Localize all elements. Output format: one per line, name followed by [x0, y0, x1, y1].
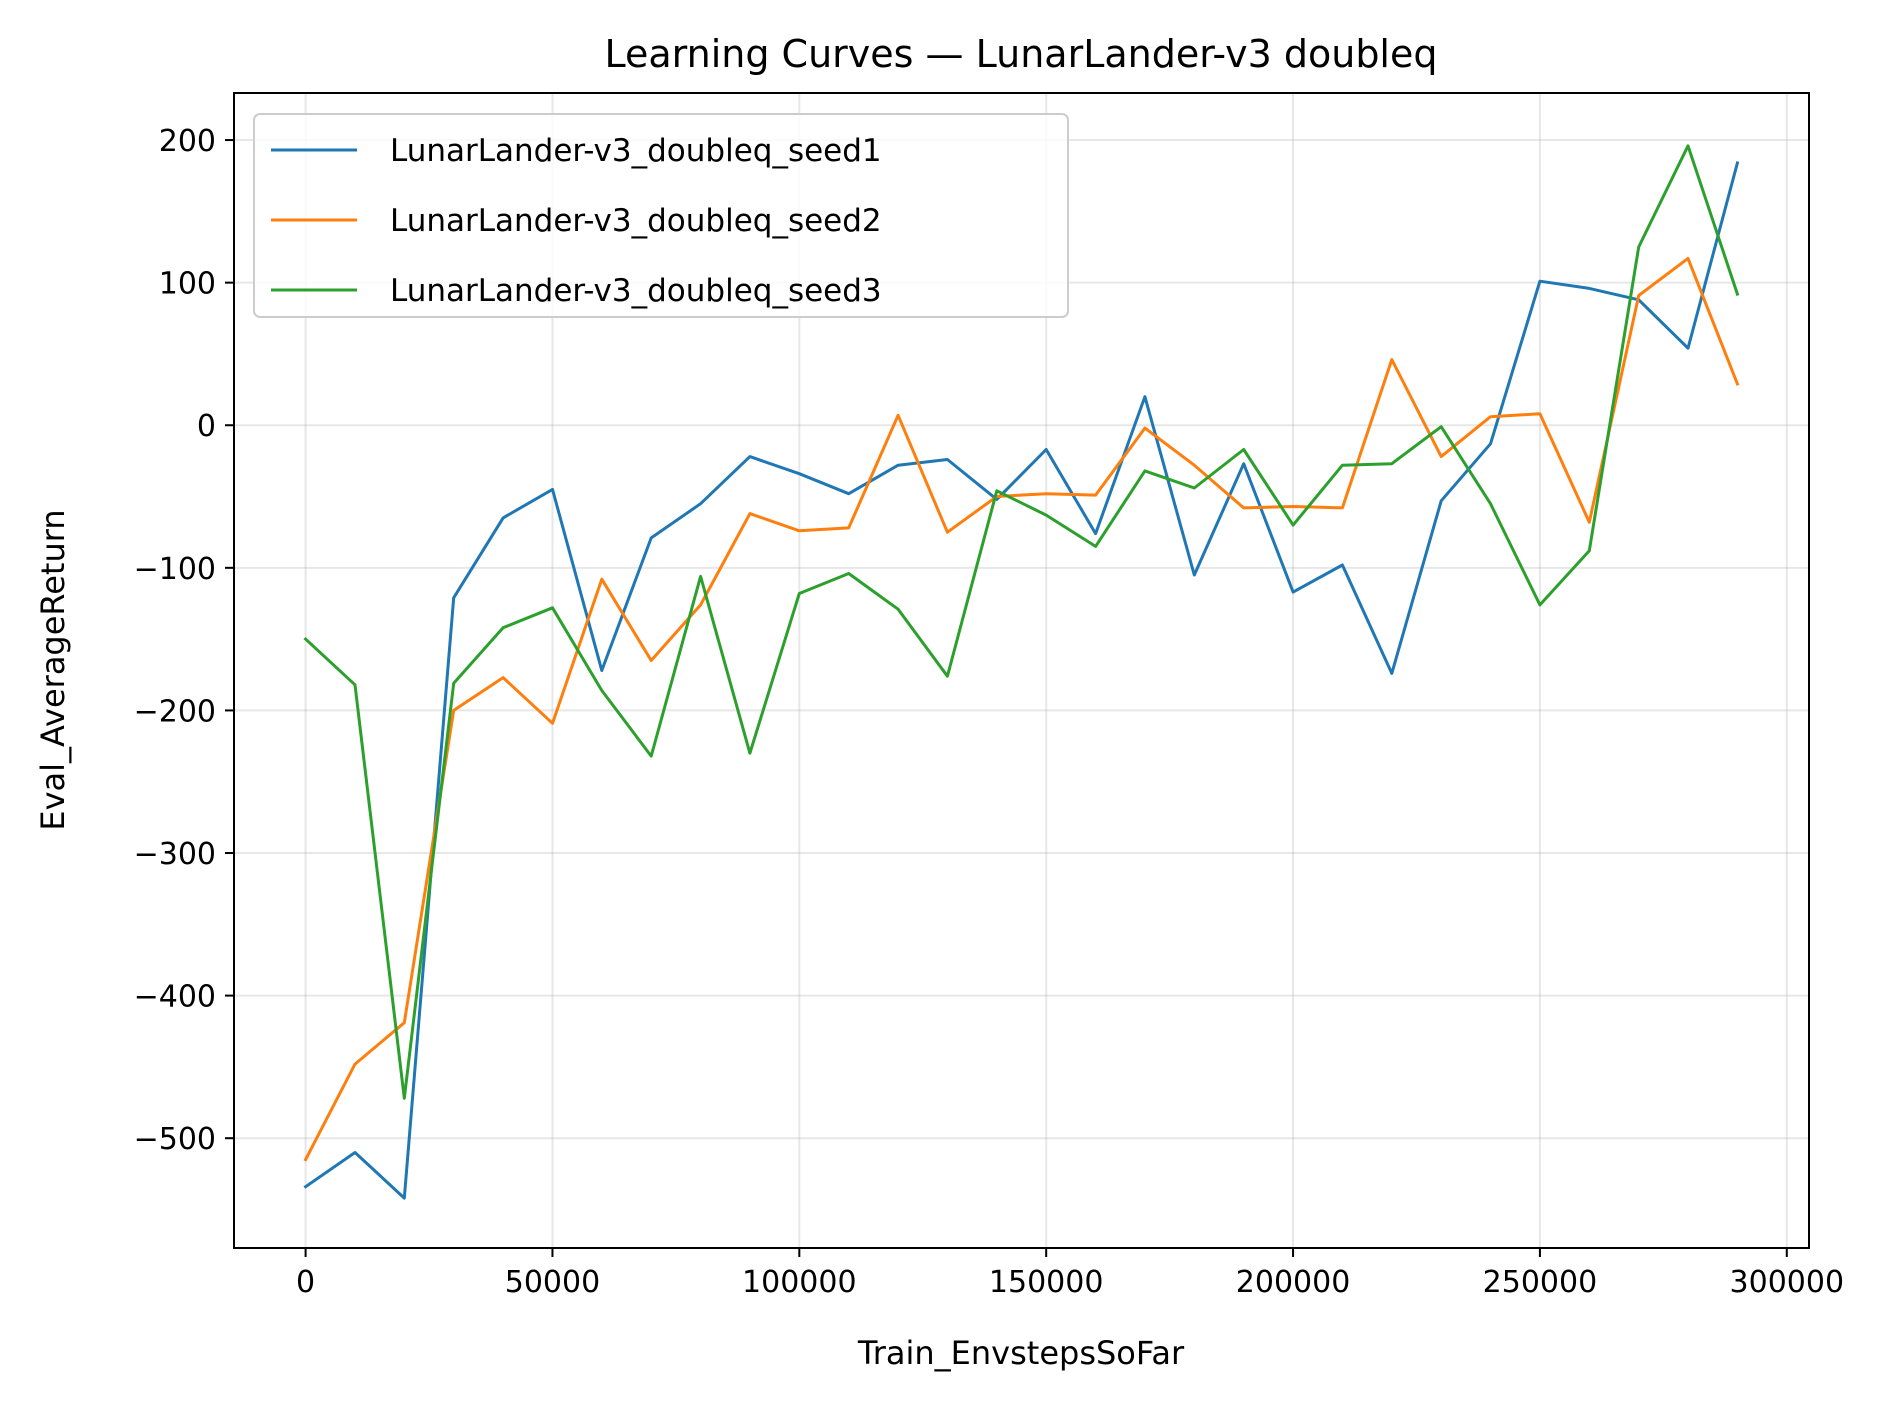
x-tick-label: 50000: [505, 1265, 600, 1300]
x-tick-label: 100000: [742, 1265, 857, 1300]
series-lines: [303, 144, 1740, 1200]
plot-frame: [233, 92, 1810, 1249]
y-tick-label: −400: [134, 980, 216, 1015]
y-tick-label: −100: [134, 552, 216, 587]
legend-entry: LunarLander-v3_doubleq_seed1: [390, 133, 882, 169]
y-tick-label: 200: [159, 124, 216, 159]
y-tick-label: 0: [197, 409, 216, 444]
x-tick-label: 0: [296, 1265, 315, 1300]
y-tick-label: −500: [134, 1122, 216, 1157]
chart-title: Learning Curves — LunarLander-v3 doubleq: [605, 32, 1438, 76]
y-tick-label: −200: [134, 694, 216, 729]
y-tick-label: −300: [134, 837, 216, 872]
x-tick-label: 250000: [1483, 1265, 1598, 1300]
legend-box: [253, 113, 1069, 318]
y-tick-label: 100: [159, 267, 216, 302]
series-line-seed3: [303, 144, 1740, 1100]
legend: LunarLander-v3_doubleq_seed1 LunarLander-…: [253, 113, 1069, 318]
legend-entry: LunarLander-v3_doubleq_seed2: [390, 203, 882, 239]
x-axis-label: Train_EnvstepsSoFar: [857, 1334, 1185, 1372]
x-tick-label: 300000: [1730, 1265, 1845, 1300]
y-axis-label: Eval_AverageReturn: [34, 509, 72, 830]
x-tick-label: 200000: [1236, 1265, 1351, 1300]
legend-entry: LunarLander-v3_doubleq_seed3: [390, 273, 882, 309]
series-line-seed2: [303, 256, 1740, 1162]
ticks: 0 50000 100000 150000 200000 250000 300000 −500…: [134, 124, 1844, 1300]
x-tick-label: 150000: [989, 1265, 1104, 1300]
